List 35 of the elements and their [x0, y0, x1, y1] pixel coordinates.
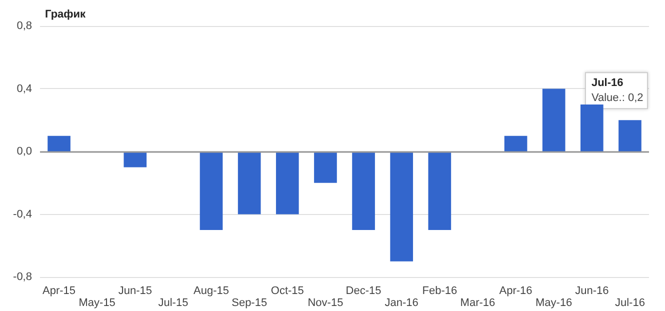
bar: [428, 152, 452, 230]
y-tick-label: 0,0: [16, 146, 32, 158]
bar: [276, 152, 299, 214]
x-tick-label: Jul-16: [614, 297, 645, 309]
x-tick-label: Jan-16: [384, 297, 418, 309]
bar: [504, 136, 528, 152]
bar: [618, 120, 642, 152]
x-tick-label: Apr-16: [499, 285, 532, 297]
x-tick-label: Jun-15: [118, 285, 152, 297]
x-tick-label: Aug-15: [194, 285, 230, 297]
x-tick-label: Oct-15: [270, 285, 304, 297]
y-tick-label: -0,8: [13, 271, 32, 283]
y-tick-label: -0,4: [13, 208, 32, 220]
y-tick-label: 0,4: [16, 82, 32, 95]
bar: [238, 152, 261, 214]
bar: [200, 152, 223, 230]
bar: [124, 152, 147, 168]
x-tick-label: Jul-15: [158, 297, 188, 309]
x-tick-label: Nov-15: [308, 297, 344, 309]
bar: [314, 152, 337, 183]
x-tick-label: Dec-15: [346, 285, 382, 297]
x-tick-label: Sep-15: [232, 297, 268, 309]
x-tick-label: May-16: [536, 297, 572, 309]
x-tick-label: Mar-16: [460, 297, 496, 309]
bar: [352, 152, 375, 230]
bar: [542, 88, 566, 152]
annotation: Jul-16 Value.: 0,2: [591, 77, 644, 104]
x-tick-label: Apr-15: [42, 285, 76, 297]
x-tick-label: May-15: [78, 297, 116, 309]
bar: [48, 136, 70, 152]
y-tick-label: 0,8: [16, 20, 32, 32]
bar: [390, 152, 414, 262]
chart-title: График: [45, 8, 86, 20]
x-tick-label: Jun-16: [575, 285, 609, 297]
x-tick-label: Feb-16: [422, 285, 458, 297]
